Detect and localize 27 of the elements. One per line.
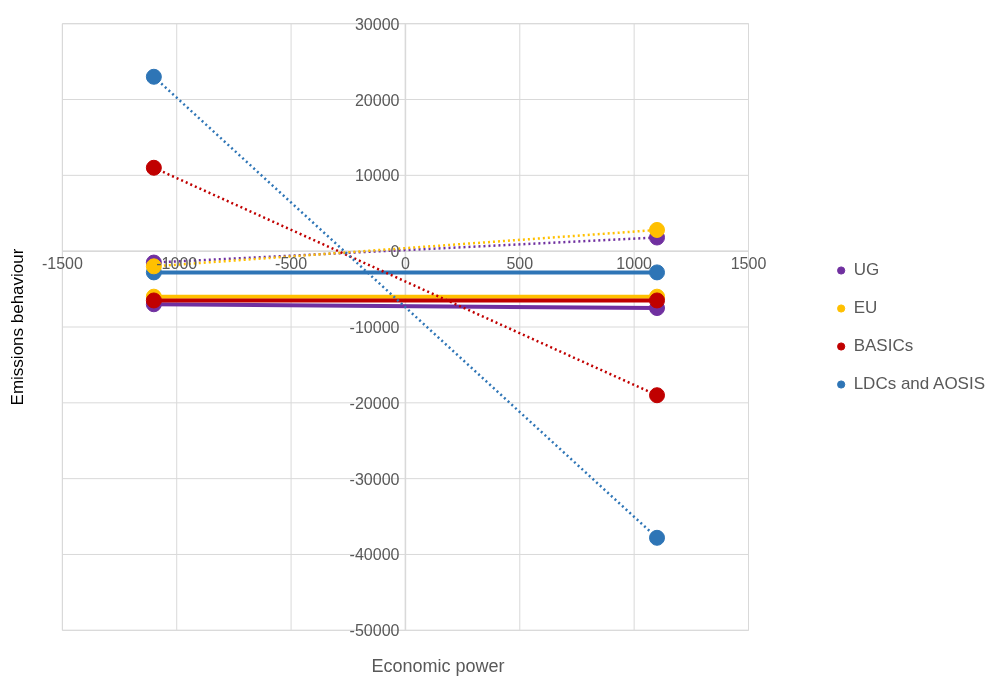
point: [649, 529, 666, 546]
point: [649, 292, 666, 309]
x-tick-label: -1500: [41, 255, 83, 273]
y-tick-label: -20000: [349, 394, 400, 412]
point: [649, 221, 666, 238]
point: [145, 292, 162, 309]
y-tick-label: 0: [390, 243, 400, 261]
point: [145, 68, 162, 85]
legend-label: EU: [853, 297, 878, 318]
x-axis-title: Economic power: [371, 655, 505, 676]
legend-label: BASICs: [853, 335, 914, 356]
y-tick-label: 30000: [354, 15, 400, 33]
point: [145, 159, 162, 176]
y-axis-title: Emissions behaviour: [7, 248, 27, 406]
y-tick-label: -30000: [349, 470, 400, 488]
y-tick-label: 20000: [354, 91, 400, 109]
x-tick-label: 1000: [616, 255, 653, 273]
x-tick-label: -500: [275, 255, 308, 273]
y-tick-label: 10000: [354, 167, 400, 185]
point: [649, 387, 666, 404]
legend-label: LDCs and AOSIS: [853, 373, 985, 394]
y-tick-label: -10000: [349, 319, 400, 336]
x-tick-label: 500: [506, 255, 534, 273]
legend-label: UG: [853, 259, 880, 280]
y-tick-label: -50000: [349, 622, 400, 640]
x-tick-label: 1500: [730, 255, 767, 273]
y-tick-label: -40000: [349, 546, 400, 564]
